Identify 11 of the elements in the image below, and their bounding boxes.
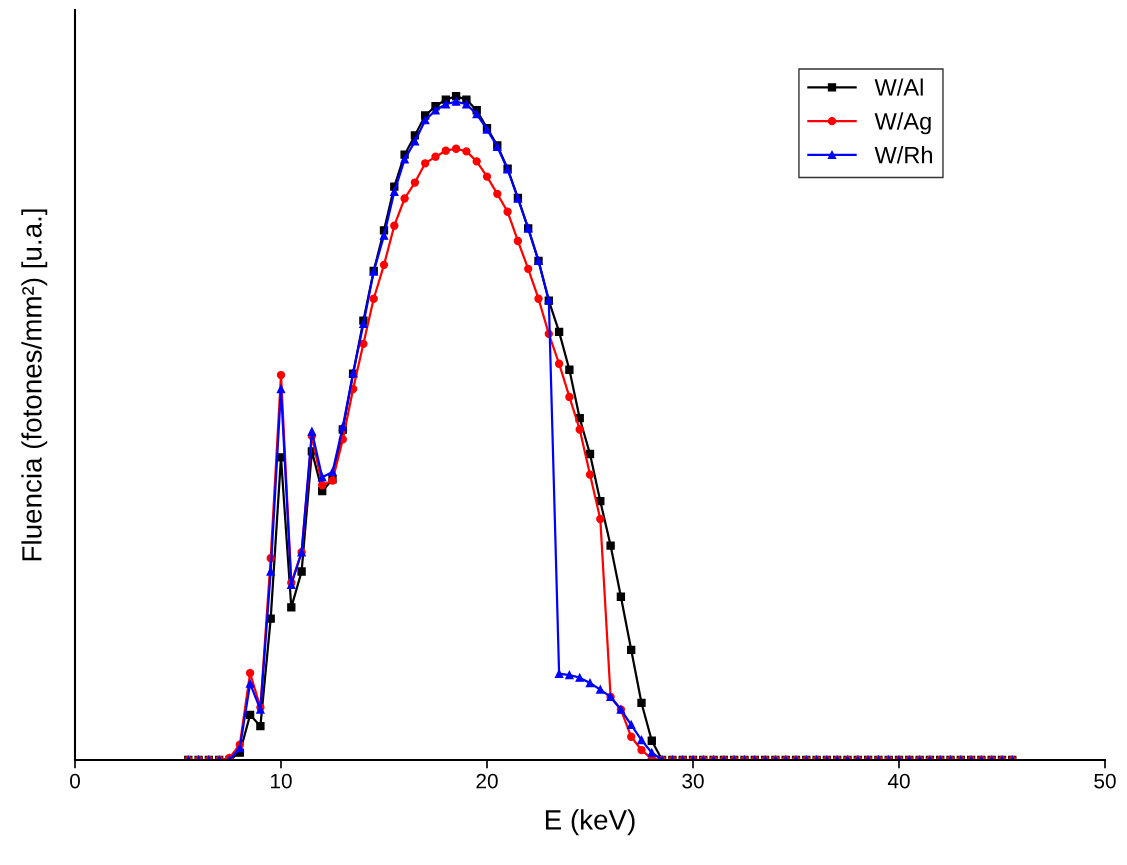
x-tick-label: 40 bbox=[887, 773, 910, 789]
x-tick-label: 0 bbox=[70, 773, 80, 789]
y-axis-title: Fluencia (fotones/mm²) [u.a.] bbox=[21, 209, 48, 561]
legend-label: W/Ag bbox=[874, 112, 931, 135]
legend-label: W/Al bbox=[874, 78, 923, 96]
x-tick-label: 50 bbox=[1094, 773, 1116, 789]
x-axis-title: E (keV) bbox=[545, 809, 635, 836]
x-tick-label: 10 bbox=[271, 773, 292, 789]
legend-label: W/Rh bbox=[874, 146, 932, 164]
x-tick-label: 30 bbox=[682, 773, 704, 789]
x-tick-label: 20 bbox=[476, 773, 498, 789]
